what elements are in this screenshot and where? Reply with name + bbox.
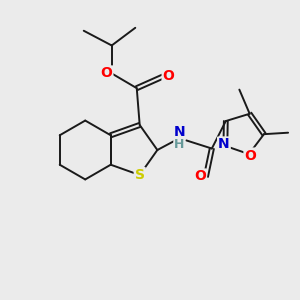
- Text: H: H: [174, 138, 184, 151]
- Text: N: N: [218, 137, 230, 152]
- Text: S: S: [135, 168, 145, 182]
- Text: O: O: [194, 169, 206, 184]
- Text: N: N: [174, 125, 185, 139]
- Text: O: O: [163, 69, 175, 83]
- Text: O: O: [244, 148, 256, 163]
- Text: O: O: [100, 66, 112, 80]
